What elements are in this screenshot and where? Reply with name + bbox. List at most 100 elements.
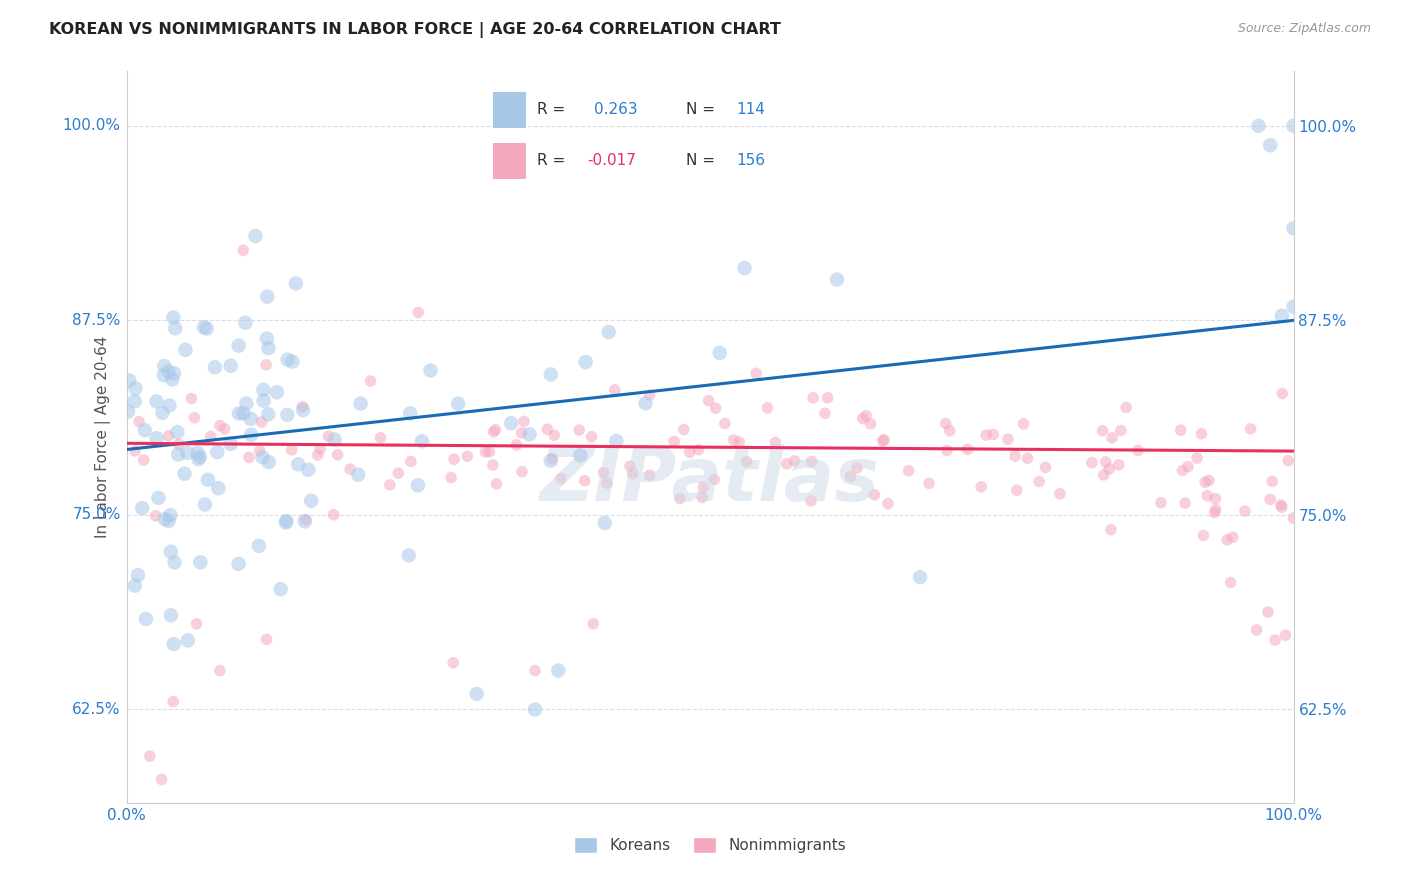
Point [238, 450, 260, 465]
Point [1216, 533, 1239, 547]
Text: KOREAN VS NONIMMIGRANTS IN LABOR FORCE | AGE 20-64 CORRELATION CHART: KOREAN VS NONIMMIGRANTS IN LABOR FORCE |… [49, 22, 782, 38]
Point [569, 448, 592, 462]
Text: 75.0%: 75.0% [72, 508, 121, 523]
Point [1282, 300, 1305, 314]
Point [801, 391, 824, 405]
Point [1264, 633, 1286, 648]
Point [935, 417, 957, 431]
Point [157, 429, 180, 443]
Point [186, 616, 208, 631]
Point [257, 455, 280, 469]
Point [863, 488, 886, 502]
Point [1174, 496, 1197, 510]
Point [250, 415, 273, 429]
Point [592, 466, 614, 480]
Point [347, 467, 370, 482]
Point [270, 582, 292, 597]
Point [501, 416, 523, 430]
Point [1277, 453, 1299, 467]
Point [256, 632, 278, 647]
Point [256, 290, 278, 304]
Point [408, 305, 430, 319]
Point [510, 425, 533, 440]
Point [1192, 528, 1215, 542]
Point [918, 476, 941, 491]
Point [219, 359, 242, 373]
Point [180, 392, 202, 406]
Point [709, 346, 731, 360]
Point [581, 429, 603, 443]
Point [568, 423, 591, 437]
Point [350, 396, 373, 410]
Point [1271, 500, 1294, 515]
Point [297, 463, 319, 477]
Point [877, 497, 900, 511]
Point [186, 446, 208, 460]
Point [981, 427, 1004, 442]
Point [997, 432, 1019, 446]
Point [1108, 458, 1130, 472]
Point [299, 493, 322, 508]
Point [165, 321, 187, 335]
Point [1261, 475, 1284, 489]
Point [1005, 483, 1028, 498]
Point [291, 400, 314, 414]
Point [714, 417, 737, 431]
Point [456, 449, 478, 463]
Point [239, 412, 262, 426]
Point [541, 451, 564, 466]
Point [1222, 530, 1244, 544]
Point [465, 687, 488, 701]
Point [908, 570, 931, 584]
Text: Source: ZipAtlas.com: Source: ZipAtlas.com [1237, 22, 1371, 36]
Point [387, 466, 409, 480]
Point [1094, 455, 1116, 469]
Point [1204, 491, 1226, 506]
Point [252, 383, 274, 397]
Point [1035, 460, 1057, 475]
Point [735, 455, 758, 469]
Point [839, 469, 862, 483]
Point [956, 442, 979, 457]
Point [1270, 498, 1292, 512]
Point [183, 410, 205, 425]
Point [249, 443, 271, 458]
Point [398, 549, 420, 563]
Point [117, 405, 139, 419]
Point [1247, 119, 1270, 133]
Text: ZIPatlas: ZIPatlas [540, 444, 880, 517]
Point [1204, 506, 1226, 520]
Point [228, 557, 250, 571]
Point [510, 465, 533, 479]
Point [1219, 575, 1241, 590]
Point [322, 508, 344, 522]
Point [187, 452, 209, 467]
Point [287, 457, 309, 471]
Point [621, 467, 644, 481]
Point [1170, 423, 1192, 437]
Point [745, 367, 768, 381]
Point [688, 442, 710, 457]
Point [157, 514, 180, 528]
Point [1274, 628, 1296, 642]
Point [134, 423, 156, 437]
Point [174, 343, 197, 357]
Point [124, 394, 146, 409]
Point [638, 388, 661, 402]
Point [257, 341, 280, 355]
Point [160, 608, 183, 623]
Point [166, 425, 188, 439]
Point [690, 491, 713, 505]
Point [598, 325, 620, 339]
Point [443, 452, 465, 467]
Point [523, 664, 546, 678]
Point [219, 437, 242, 451]
Point [307, 448, 329, 462]
Point [1081, 456, 1104, 470]
Point [1258, 138, 1281, 153]
Text: 62.5%: 62.5% [72, 702, 121, 717]
Point [124, 444, 146, 458]
Point [763, 435, 786, 450]
Point [1271, 386, 1294, 401]
Point [574, 474, 596, 488]
